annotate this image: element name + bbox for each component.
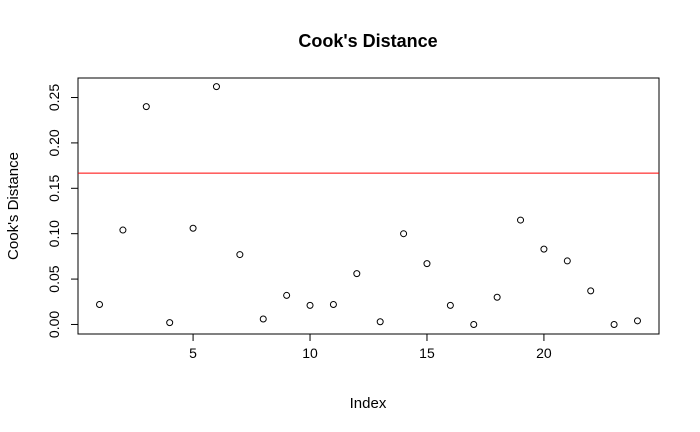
data-point	[610, 320, 618, 328]
data-point	[96, 300, 104, 308]
data-point	[540, 245, 548, 253]
data-point	[376, 318, 384, 326]
x-tick-label: 10	[302, 345, 318, 361]
data-point	[470, 320, 478, 328]
data-point	[236, 251, 244, 259]
data-point	[259, 315, 267, 323]
x-tick-label: 15	[419, 345, 435, 361]
chart-title: Cook's Distance	[298, 31, 437, 51]
plot-frame	[77, 77, 660, 335]
data-point	[587, 287, 595, 295]
data-point	[493, 293, 501, 301]
y-axis-label: Cook's Distance	[5, 152, 22, 260]
y-tick-label: 0.25	[46, 84, 62, 111]
y-tick-label: 0.10	[46, 220, 62, 247]
data-point	[306, 301, 314, 309]
data-point	[517, 216, 525, 224]
x-tick-label: 20	[536, 345, 552, 361]
y-axis: 0.00 0.05 0.10 0.15 0.20 0.25	[46, 84, 79, 338]
x-tick-label: 5	[189, 345, 197, 361]
data-point	[563, 257, 571, 265]
y-tick-label: 0.00	[46, 311, 62, 338]
y-tick-label: 0.05	[46, 265, 62, 292]
points-layer	[96, 83, 641, 328]
x-axis: 5 10 15 20	[189, 333, 552, 361]
y-tick-label: 0.15	[46, 174, 62, 201]
data-point	[329, 300, 337, 308]
data-point	[142, 103, 150, 111]
data-point	[423, 260, 431, 268]
data-point	[212, 83, 220, 91]
data-point	[283, 291, 291, 299]
data-point	[353, 270, 361, 278]
y-tick-label: 0.20	[46, 129, 62, 156]
data-point	[119, 226, 127, 234]
data-point	[633, 317, 641, 325]
data-point	[166, 319, 174, 327]
data-point	[446, 301, 454, 309]
data-point	[189, 224, 197, 232]
data-point	[400, 230, 408, 238]
x-axis-label: Index	[350, 395, 387, 412]
